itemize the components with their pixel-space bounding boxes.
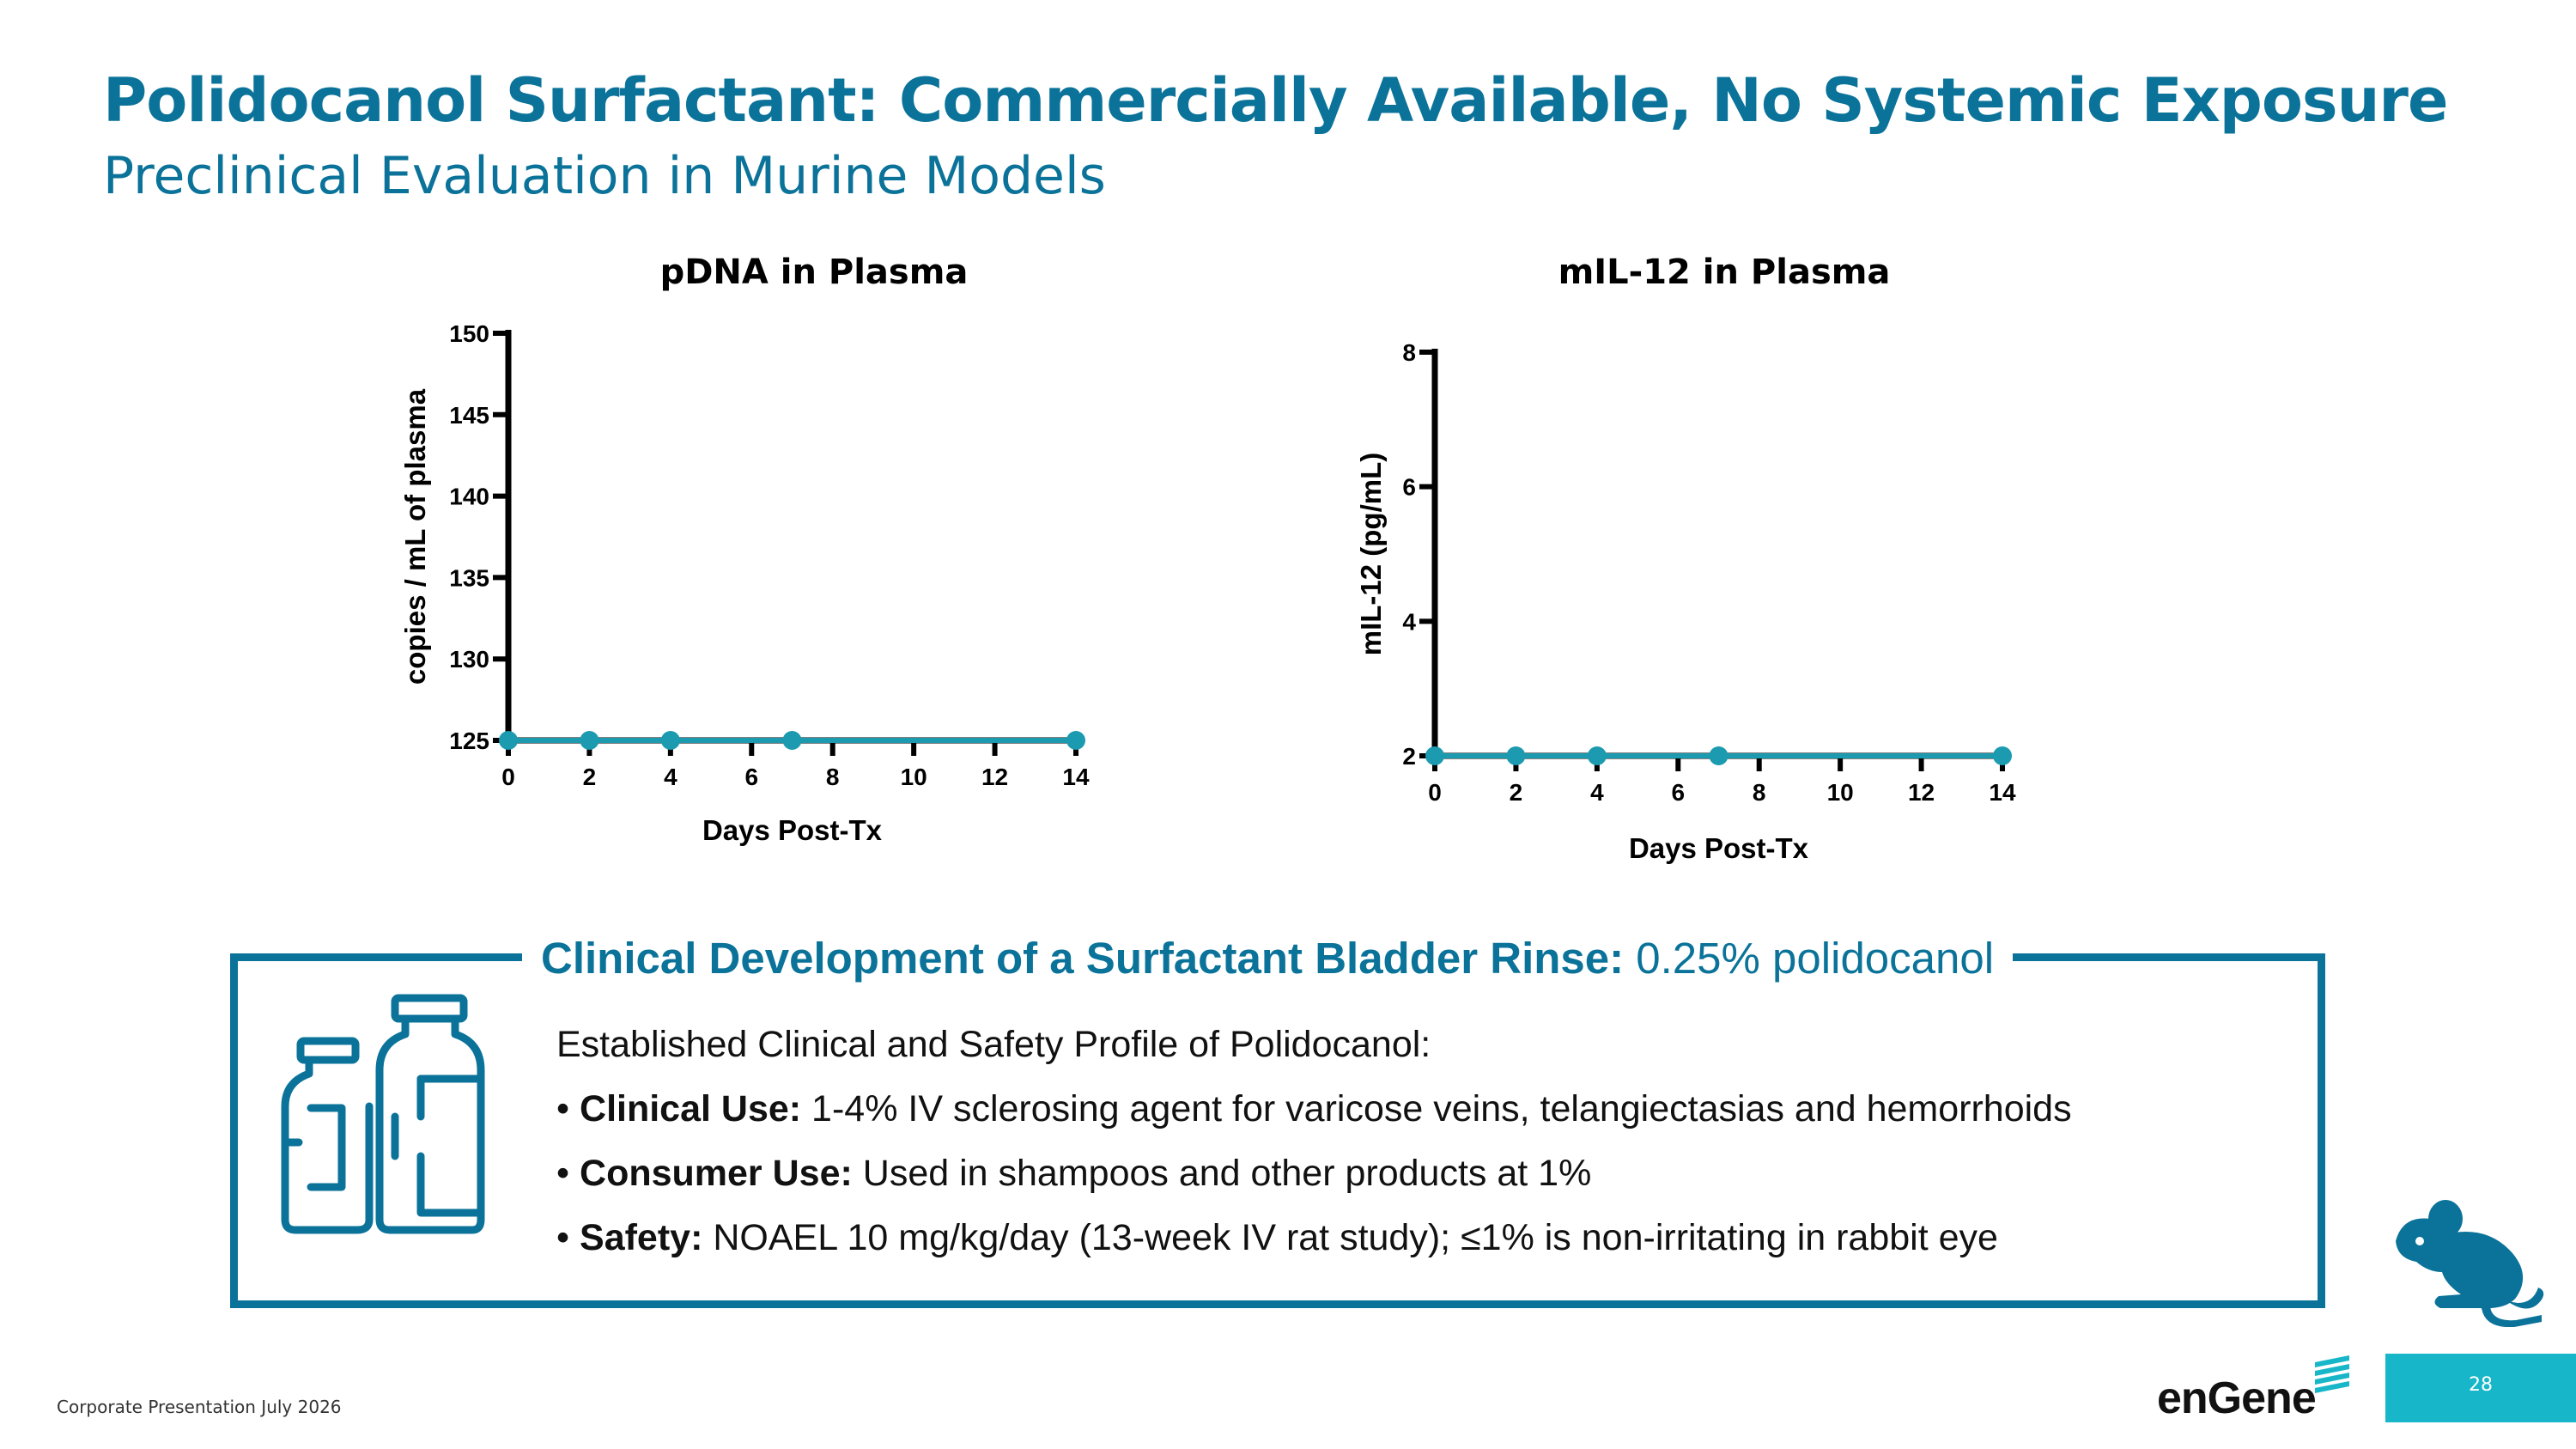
logo-mark-icon bbox=[2315, 1355, 2349, 1393]
page-number: 28 bbox=[2469, 1374, 2493, 1396]
y-tick-label: 140 bbox=[449, 484, 489, 510]
x-tick-label: 2 bbox=[583, 764, 597, 790]
data-point bbox=[499, 731, 518, 750]
y-axis-label: mIL-12 (pg/mL) bbox=[1355, 453, 1387, 656]
x-tick-label: 10 bbox=[1827, 779, 1854, 806]
callout-heading-rest: 0.25% polidocanol bbox=[1624, 934, 1995, 983]
x-tick-label: 12 bbox=[1908, 779, 1935, 806]
callout-intro: Established Clinical and Safety Profile … bbox=[556, 1024, 1431, 1065]
x-tick-label: 10 bbox=[901, 764, 927, 790]
bullet-mark: • bbox=[556, 1088, 570, 1129]
bullet-consumer-use: • Consumer Use: Used in shampoos and oth… bbox=[556, 1151, 2274, 1215]
bullet-label: Clinical Use: bbox=[580, 1088, 802, 1129]
y-tick-label: 135 bbox=[449, 564, 489, 591]
bullet-text: NOAEL 10 mg/kg/day (13-week IV rat study… bbox=[702, 1217, 1998, 1258]
y-tick-label: 8 bbox=[1402, 339, 1416, 366]
data-point bbox=[660, 731, 680, 750]
y-tick-label: 125 bbox=[449, 728, 489, 754]
y-tick-label: 2 bbox=[1402, 743, 1416, 770]
x-tick-label: 12 bbox=[981, 764, 1008, 790]
x-tick-label: 0 bbox=[1428, 779, 1442, 806]
x-tick-label: 8 bbox=[1753, 779, 1766, 806]
y-axis-label: copies / mL of plasma bbox=[399, 388, 431, 685]
chart-title: mIL-12 in Plasma bbox=[1558, 253, 1891, 292]
data-point bbox=[1425, 746, 1444, 765]
callout-text: Established Clinical and Safety Profile … bbox=[556, 1022, 2274, 1280]
x-tick-label: 14 bbox=[1062, 764, 1090, 790]
chart-title: pDNA in Plasma bbox=[660, 253, 969, 292]
x-tick-label: 8 bbox=[826, 764, 840, 790]
x-tick-label: 2 bbox=[1510, 779, 1523, 806]
bullet-text: 1-4% IV sclerosing agent for varicose ve… bbox=[801, 1088, 2072, 1129]
x-tick-label: 4 bbox=[664, 764, 677, 790]
page-number-box: 28 bbox=[2385, 1354, 2576, 1422]
y-tick-label: 4 bbox=[1402, 608, 1416, 635]
y-tick-label: 6 bbox=[1402, 474, 1416, 501]
company-logo: enGene bbox=[2157, 1373, 2317, 1423]
x-axis-label: Days Post-Tx bbox=[1629, 832, 1809, 864]
callout-heading-bold: Clinical Development of a Surfactant Bla… bbox=[541, 934, 1625, 983]
data-point bbox=[1066, 731, 1085, 750]
data-point bbox=[1709, 746, 1728, 765]
data-point bbox=[1587, 746, 1607, 765]
x-tick-label: 4 bbox=[1590, 779, 1604, 806]
x-tick-label: 6 bbox=[744, 764, 758, 790]
data-point bbox=[1993, 746, 2012, 765]
bullet-label: Safety: bbox=[580, 1217, 703, 1258]
mouse-icon bbox=[2396, 1200, 2544, 1327]
bullet-label: Consumer Use: bbox=[580, 1153, 853, 1194]
page-subtitle: Preclinical Evaluation in Murine Models bbox=[103, 146, 1106, 206]
data-point bbox=[580, 731, 599, 750]
x-tick-label: 14 bbox=[1989, 779, 2016, 806]
x-tick-label: 0 bbox=[501, 764, 515, 790]
y-tick-label: 145 bbox=[449, 402, 489, 429]
bullet-text: Used in shampoos and other products at 1… bbox=[852, 1153, 1592, 1194]
x-axis-label: Days Post-Tx bbox=[702, 814, 883, 846]
footer-text: Corporate Presentation July 2026 bbox=[57, 1397, 342, 1417]
data-point bbox=[782, 731, 802, 750]
data-point bbox=[1506, 746, 1526, 765]
callout-heading: Clinical Development of a Surfactant Bla… bbox=[522, 933, 2014, 983]
y-tick-label: 130 bbox=[449, 646, 489, 673]
bullet-safety: • Safety: NOAEL 10 mg/kg/day (13-week IV… bbox=[556, 1215, 2274, 1280]
page-title: Polidocanol Surfactant: Commercially Ava… bbox=[103, 65, 2448, 136]
bullet-clinical-use: • Clinical Use: 1-4% IV sclerosing agent… bbox=[556, 1087, 2274, 1151]
vials-icon bbox=[281, 994, 485, 1234]
bullet-mark: • bbox=[556, 1153, 570, 1194]
x-tick-label: 6 bbox=[1671, 779, 1685, 806]
bullet-mark: • bbox=[556, 1217, 570, 1258]
y-tick-label: 150 bbox=[449, 320, 489, 347]
